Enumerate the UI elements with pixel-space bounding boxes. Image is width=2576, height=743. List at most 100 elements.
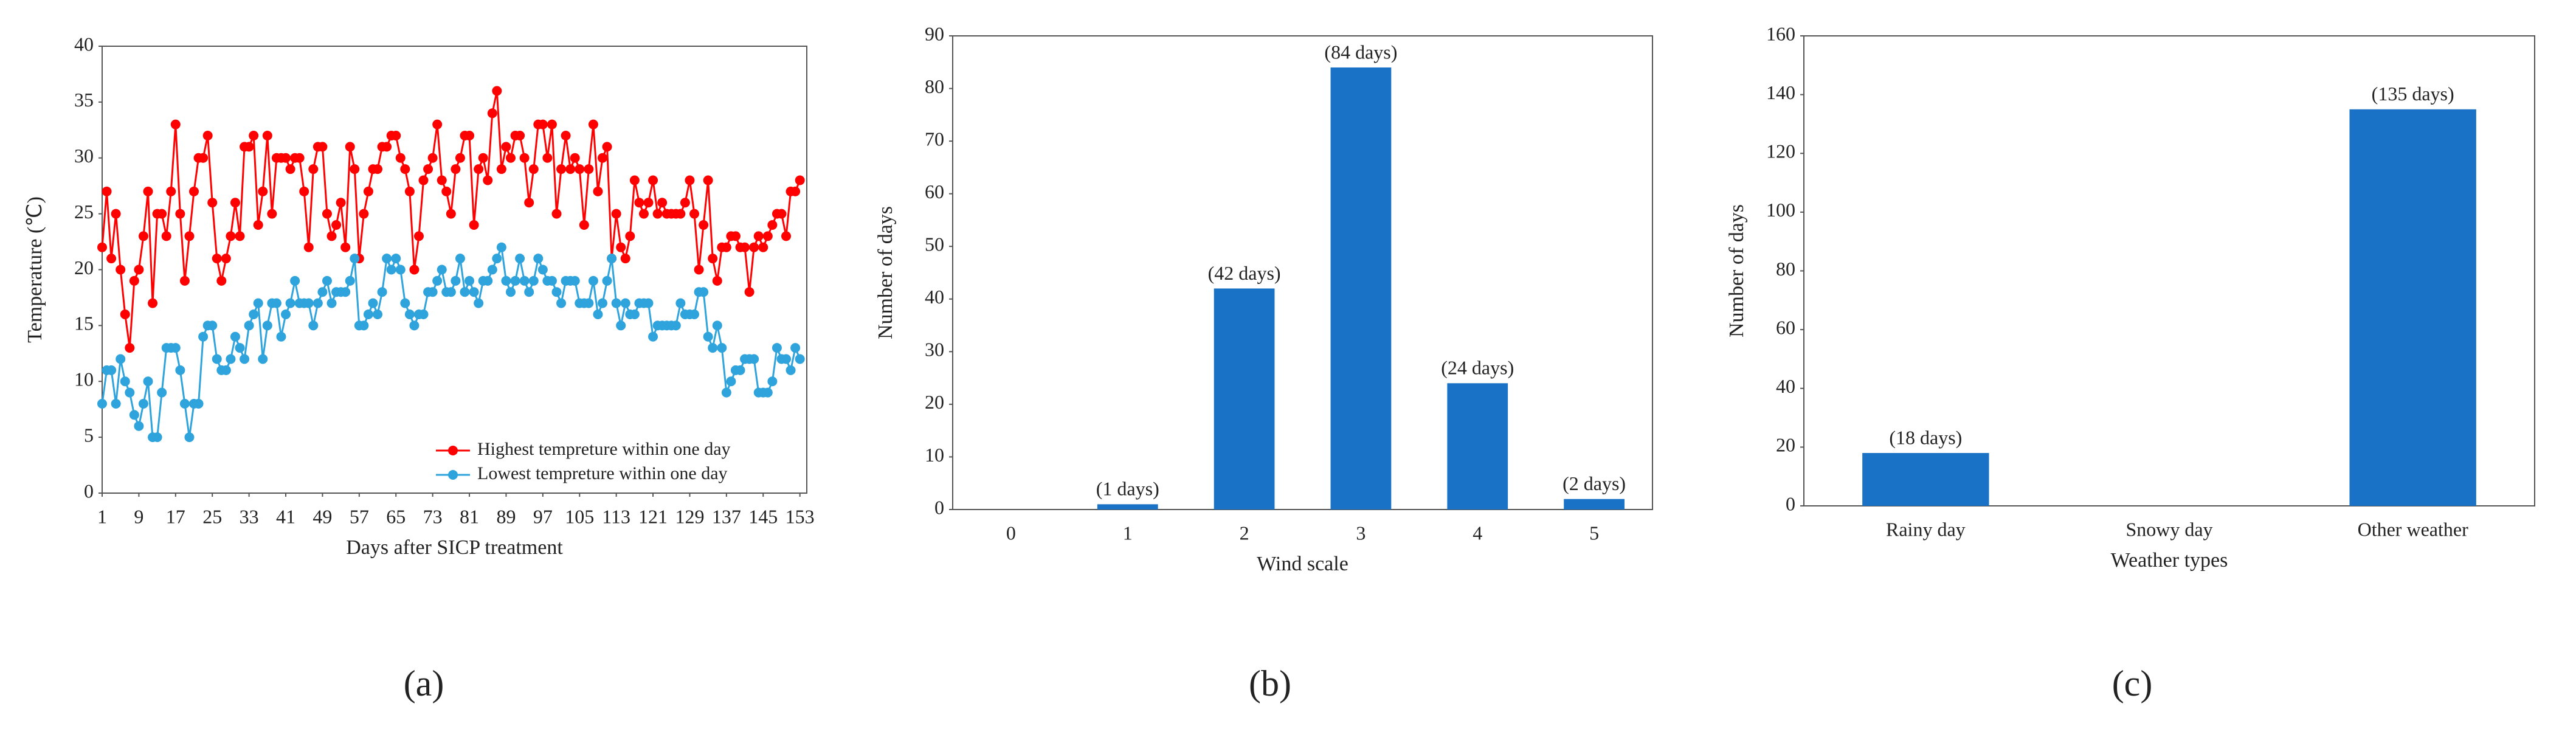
legend-label: Highest tempreture within one day bbox=[477, 439, 731, 459]
series-marker bbox=[189, 186, 199, 196]
y-tick-label: 15 bbox=[74, 313, 94, 334]
y-tick-label: 5 bbox=[84, 424, 94, 446]
series-marker bbox=[643, 298, 654, 308]
series-marker bbox=[598, 153, 608, 163]
series-marker bbox=[455, 153, 465, 163]
series-marker bbox=[579, 220, 589, 230]
series-marker bbox=[432, 119, 443, 130]
series-marker bbox=[474, 298, 484, 308]
series-marker bbox=[271, 298, 281, 308]
value-label: (42 days) bbox=[1208, 262, 1281, 284]
series-marker bbox=[519, 275, 530, 286]
y-tick-label: 20 bbox=[925, 391, 944, 413]
x-axis-label: Wind scale bbox=[1257, 553, 1348, 575]
series-marker bbox=[391, 254, 401, 264]
series-marker bbox=[198, 153, 209, 163]
series-marker bbox=[584, 298, 594, 308]
bar bbox=[1862, 453, 1989, 506]
series-marker bbox=[400, 298, 410, 308]
series-marker bbox=[350, 164, 360, 175]
series-marker bbox=[395, 153, 406, 163]
bar bbox=[1447, 383, 1508, 510]
bar bbox=[1564, 499, 1625, 510]
series-marker bbox=[249, 309, 259, 319]
y-tick-label: 20 bbox=[74, 257, 94, 278]
series-marker bbox=[377, 287, 387, 297]
series-marker bbox=[786, 365, 796, 375]
series-marker bbox=[285, 298, 295, 308]
series-marker bbox=[244, 320, 254, 331]
series-marker bbox=[317, 287, 328, 297]
series-marker bbox=[111, 399, 121, 409]
series-marker bbox=[744, 287, 754, 297]
series-marker bbox=[340, 242, 351, 252]
series-marker bbox=[303, 298, 314, 308]
series-marker bbox=[607, 254, 617, 264]
x-tick-label: 0 bbox=[1006, 522, 1016, 544]
series-marker bbox=[790, 186, 801, 196]
series-marker bbox=[593, 186, 603, 196]
y-tick-label: 0 bbox=[1786, 492, 1795, 514]
series-marker bbox=[505, 287, 516, 297]
series-marker bbox=[441, 186, 452, 196]
series-marker bbox=[308, 320, 319, 331]
x-tick-label: 17 bbox=[166, 505, 185, 527]
series-marker bbox=[758, 242, 768, 252]
series-marker bbox=[446, 209, 456, 219]
series-marker bbox=[400, 164, 410, 175]
series-marker bbox=[129, 410, 139, 420]
series-marker bbox=[749, 354, 759, 364]
y-tick-label: 10 bbox=[925, 444, 944, 466]
y-tick-label: 0 bbox=[84, 480, 94, 502]
series-marker bbox=[97, 242, 107, 252]
series-marker bbox=[138, 399, 148, 409]
series-marker bbox=[478, 153, 488, 163]
series-marker bbox=[437, 175, 447, 185]
series-marker bbox=[781, 354, 792, 364]
series-marker bbox=[386, 264, 396, 275]
y-tick-label: 30 bbox=[74, 145, 94, 167]
series-marker bbox=[418, 175, 429, 185]
x-tick-label: 97 bbox=[533, 505, 553, 527]
series-marker bbox=[281, 309, 291, 319]
series-marker bbox=[308, 164, 319, 175]
series-marker bbox=[620, 254, 630, 264]
series-marker bbox=[515, 131, 525, 140]
series-marker bbox=[294, 153, 305, 163]
y-tick-label: 60 bbox=[1776, 316, 1795, 338]
series-marker bbox=[730, 231, 741, 241]
panel-label: (c) bbox=[2112, 663, 2153, 703]
y-tick-label: 0 bbox=[934, 496, 944, 518]
series-marker bbox=[657, 198, 668, 208]
series-marker bbox=[404, 309, 415, 319]
series-marker bbox=[689, 209, 700, 219]
series-marker bbox=[235, 231, 245, 241]
series-marker bbox=[464, 131, 475, 140]
series-marker bbox=[776, 209, 787, 219]
series-marker bbox=[413, 231, 424, 241]
series-marker bbox=[551, 287, 562, 297]
series-marker bbox=[216, 275, 227, 286]
series-marker bbox=[740, 242, 750, 252]
x-tick-label: Rainy day bbox=[1886, 518, 1966, 540]
x-tick-label: 3 bbox=[1356, 522, 1366, 544]
series-marker bbox=[689, 309, 700, 319]
y-tick-label: 10 bbox=[74, 368, 94, 390]
series-marker bbox=[175, 209, 185, 219]
panel-label: (b) bbox=[1249, 663, 1291, 703]
x-tick-label: 1 bbox=[97, 505, 107, 527]
series-marker bbox=[717, 343, 727, 353]
series-marker bbox=[570, 275, 580, 286]
y-tick-label: 100 bbox=[1766, 199, 1795, 221]
y-axis-label: Number of days bbox=[874, 206, 897, 339]
series-marker bbox=[207, 198, 218, 208]
series-marker bbox=[134, 421, 144, 431]
series-marker bbox=[253, 220, 263, 230]
series-marker bbox=[584, 164, 594, 175]
series-marker bbox=[735, 365, 745, 375]
series-marker bbox=[703, 331, 713, 342]
series-marker bbox=[134, 264, 144, 275]
series-marker bbox=[542, 153, 553, 163]
series-marker bbox=[125, 343, 135, 353]
